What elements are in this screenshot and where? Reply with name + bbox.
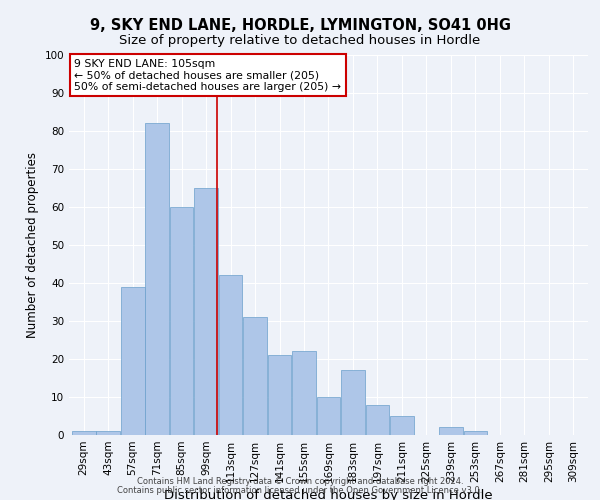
Bar (439, 428, 463, 435)
Bar (292, 352, 316, 435)
Bar (170, 207, 193, 435)
Bar (464, 431, 487, 435)
Text: Contains HM Land Registry data © Crown copyright and database right 2024.: Contains HM Land Registry data © Crown c… (137, 477, 463, 486)
Bar (243, 317, 267, 435)
Text: Contains public sector information licensed under the Open Government Licence v3: Contains public sector information licen… (118, 486, 482, 495)
Bar (365, 404, 389, 435)
Bar (194, 188, 218, 435)
Bar (96, 431, 120, 435)
Bar (145, 124, 169, 435)
Bar (219, 276, 242, 435)
Text: Size of property relative to detached houses in Hordle: Size of property relative to detached ho… (119, 34, 481, 47)
X-axis label: Distribution of detached houses by size in Hordle: Distribution of detached houses by size … (164, 489, 493, 500)
Bar (121, 287, 145, 435)
Bar (317, 397, 340, 435)
Bar (268, 355, 292, 435)
Text: 9 SKY END LANE: 105sqm
← 50% of detached houses are smaller (205)
50% of semi-de: 9 SKY END LANE: 105sqm ← 50% of detached… (74, 59, 341, 92)
Bar (390, 416, 414, 435)
Bar (72, 431, 95, 435)
Y-axis label: Number of detached properties: Number of detached properties (26, 152, 39, 338)
Text: 9, SKY END LANE, HORDLE, LYMINGTON, SO41 0HG: 9, SKY END LANE, HORDLE, LYMINGTON, SO41… (89, 18, 511, 32)
Bar (341, 370, 365, 435)
